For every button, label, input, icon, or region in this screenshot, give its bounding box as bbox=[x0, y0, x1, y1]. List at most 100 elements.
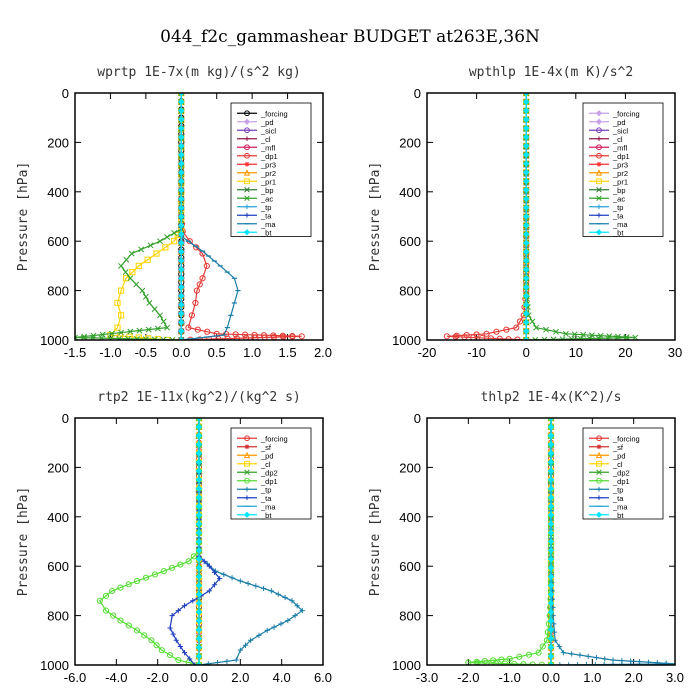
x-tick-label: 1.0 bbox=[243, 345, 261, 360]
point-tp bbox=[205, 661, 211, 665]
point-pr1 bbox=[117, 312, 125, 319]
y-tick-label: 200 bbox=[47, 135, 69, 150]
point-bt bbox=[547, 494, 555, 501]
panel-wpthlp: wpthlp 1E-4x(m K)/s^2 Pressure [hPa] -20 -1… bbox=[368, 65, 682, 360]
series-line-dp1 bbox=[446, 93, 527, 340]
point-bt bbox=[547, 458, 555, 466]
point-pr1 bbox=[114, 299, 121, 307]
point-bt bbox=[547, 582, 555, 589]
point-pr1 bbox=[144, 256, 151, 263]
point-bt bbox=[522, 274, 530, 282]
legend-label: _cl bbox=[260, 135, 271, 144]
point-bt bbox=[195, 485, 203, 492]
point-bt bbox=[195, 449, 203, 457]
y-tick-label: 600 bbox=[47, 559, 69, 574]
point-dp1 bbox=[516, 318, 524, 325]
point-bt bbox=[195, 538, 203, 545]
legend-marker-forcing bbox=[244, 110, 250, 117]
point-ac bbox=[146, 299, 153, 306]
point-ac bbox=[99, 331, 106, 338]
point-dp1 bbox=[185, 659, 192, 665]
point-tp bbox=[253, 583, 259, 589]
point-dp1 bbox=[479, 334, 486, 340]
point-dp1 bbox=[233, 335, 240, 340]
x-tick-label: -4.0 bbox=[105, 670, 127, 685]
point-ta bbox=[206, 563, 212, 569]
legend-label: _pr2 bbox=[612, 169, 628, 178]
point-tp bbox=[237, 578, 243, 584]
legend-marker-bt bbox=[595, 229, 603, 236]
legend-label: _pr3 bbox=[260, 160, 276, 169]
legend-label: _tp bbox=[260, 203, 271, 212]
point-bt bbox=[522, 292, 530, 300]
point-bt bbox=[547, 449, 555, 457]
point-bt bbox=[177, 98, 185, 106]
point-ta bbox=[175, 608, 181, 614]
point-pr1 bbox=[122, 275, 130, 282]
legend-label: _pr2 bbox=[260, 169, 276, 178]
point-ac bbox=[568, 336, 575, 340]
point-bt bbox=[547, 547, 555, 554]
point-tp bbox=[285, 617, 291, 624]
point-bt bbox=[547, 617, 555, 625]
point-dp1 bbox=[511, 660, 518, 665]
point-ac bbox=[178, 93, 185, 96]
plot-area bbox=[75, 93, 305, 340]
point-dp1 bbox=[496, 335, 503, 340]
point-dp1 bbox=[516, 653, 523, 660]
point-ac bbox=[577, 335, 584, 340]
point-tp bbox=[264, 627, 270, 634]
point-tp bbox=[672, 661, 675, 665]
point-ac bbox=[139, 287, 146, 294]
point-pr1 bbox=[129, 268, 136, 276]
series-line-pr1 bbox=[109, 93, 182, 340]
point-tp bbox=[229, 575, 235, 581]
point-bt bbox=[177, 310, 185, 317]
y-tick-label: 1000 bbox=[40, 333, 69, 348]
x-tick-label: -10 bbox=[467, 345, 486, 360]
point-ac bbox=[151, 306, 158, 313]
legend-marker-forcing bbox=[596, 435, 602, 442]
point-ac bbox=[107, 335, 114, 340]
legend-label: _pr1 bbox=[260, 177, 276, 186]
point-dp1 bbox=[133, 577, 141, 585]
point-ac bbox=[138, 246, 145, 253]
point-ta bbox=[181, 650, 188, 656]
legend-marker-cl bbox=[244, 136, 250, 142]
point-pr1 bbox=[171, 238, 178, 245]
legend-label: _pr1 bbox=[612, 177, 628, 186]
point-ac bbox=[164, 234, 171, 241]
legend-label: _ma bbox=[260, 502, 276, 511]
y-tick-label: 600 bbox=[399, 234, 421, 249]
y-tick-label: 0 bbox=[62, 411, 69, 426]
point-bt bbox=[547, 485, 555, 492]
legend-marker-ta bbox=[244, 212, 250, 218]
point-dp1 bbox=[473, 331, 480, 338]
point-bt bbox=[522, 177, 530, 185]
point-bt bbox=[522, 248, 530, 256]
y-tick-label: 800 bbox=[399, 284, 421, 299]
point-tp bbox=[271, 624, 277, 630]
plot-frame bbox=[426, 417, 676, 666]
point-bt bbox=[547, 599, 555, 607]
point-dp1 bbox=[501, 660, 509, 665]
point-bt bbox=[522, 116, 530, 123]
point-ta bbox=[211, 569, 218, 575]
y-tick-label: 0 bbox=[414, 86, 421, 101]
point-bt bbox=[177, 327, 185, 335]
x-tick-label: 2.0 bbox=[314, 345, 332, 360]
point-dp1 bbox=[196, 281, 203, 288]
point-bt bbox=[522, 257, 530, 264]
point-ac bbox=[586, 335, 593, 340]
point-bt bbox=[547, 608, 555, 616]
legend-marker-tp bbox=[596, 486, 602, 492]
point-pr1 bbox=[135, 262, 142, 269]
point-dp1 bbox=[194, 326, 201, 333]
point-bt bbox=[547, 511, 555, 519]
point-ac bbox=[145, 326, 152, 333]
point-dp1 bbox=[483, 659, 490, 665]
legend-label: _pd bbox=[260, 118, 274, 127]
point-ac bbox=[157, 238, 163, 245]
legend-marker-sicl bbox=[244, 127, 250, 134]
series-line-ac bbox=[75, 93, 182, 340]
